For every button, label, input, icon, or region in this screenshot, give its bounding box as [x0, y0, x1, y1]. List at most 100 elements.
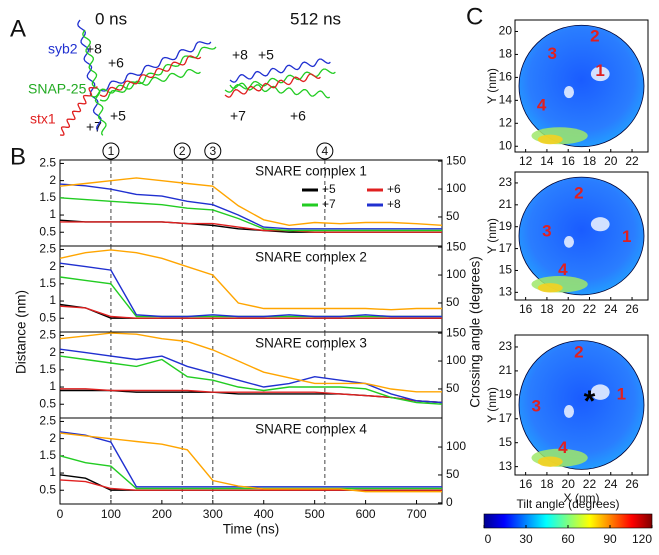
x-tick-label: 16: [562, 154, 576, 168]
plot-frame: [59, 245, 443, 333]
y2-tick-label: 0: [446, 495, 453, 509]
map-frame: [514, 19, 649, 153]
x-tick-label: 0: [57, 507, 64, 521]
y-tick-label: 21: [499, 363, 513, 377]
map-blob: [518, 176, 645, 296]
x-tick-label: 22: [583, 302, 597, 316]
event-marker: [173, 142, 191, 160]
helix: [77, 19, 102, 131]
map-patch: [590, 66, 610, 82]
plot-frame: [59, 417, 443, 505]
y-tick-label: 2: [49, 259, 56, 273]
subplot-title: SNARE complex 1: [255, 164, 367, 179]
map-patch: [563, 86, 574, 99]
map-annotation: 3: [548, 44, 557, 63]
x-axis-label: X (nm): [564, 491, 600, 505]
y-tick-label: 13: [499, 285, 513, 299]
series-line: [59, 305, 442, 319]
plot-frame: [59, 159, 443, 247]
event-marker: [316, 142, 334, 160]
map-patch: [537, 134, 563, 145]
helix: [82, 29, 107, 136]
x-tick-label: 18: [540, 477, 554, 491]
time-label: 0 ns: [95, 9, 127, 28]
y-tick-label: 14: [499, 93, 513, 107]
map-annotation: 2: [574, 183, 583, 202]
series-line: [59, 355, 443, 405]
y-tick-label: 2: [49, 431, 56, 445]
map-blob: [518, 340, 645, 470]
subplot-title: SNARE complex 4: [255, 422, 367, 437]
y-tick-label: 2: [49, 173, 56, 187]
colorbar-tick-label: 30: [519, 532, 533, 546]
x-tick-label: 22: [583, 477, 597, 491]
helix: [224, 68, 336, 93]
layer-label: +5: [258, 47, 274, 63]
y-tick-label: 2: [49, 345, 56, 359]
layer-label: +7: [86, 119, 102, 135]
x-tick-label: 300: [203, 507, 223, 521]
y2-tick-label: 100: [446, 439, 466, 453]
y-tick-label: 23: [499, 339, 513, 353]
helix: [229, 82, 331, 99]
y2-tick-label: 50: [446, 209, 460, 223]
y-tick-label: 16: [499, 70, 513, 84]
map-patch: [590, 217, 610, 232]
series-line: [60, 221, 442, 233]
series-line: [59, 262, 442, 318]
y2-tick-label: 50: [446, 295, 460, 309]
x-tick-label: 12: [519, 154, 533, 168]
helix: [99, 46, 217, 102]
y-tick-label: 18: [499, 47, 513, 61]
y-tick-label: 1: [49, 379, 56, 393]
event-label: 4: [322, 144, 329, 158]
y2-tick-label: 150: [446, 239, 466, 253]
y-tick-label: 0.5: [39, 224, 56, 238]
panel-label: A: [10, 15, 26, 42]
y2-axis-label: Crossing angle (degrees): [468, 256, 483, 408]
map-patch: [537, 283, 563, 293]
series-line: [59, 432, 442, 493]
subplot-title: SNARE complex 3: [255, 336, 367, 351]
y-tick-label: 20: [499, 24, 513, 38]
colorbar-title: Tilt angle (degrees): [517, 497, 620, 511]
helix: [89, 68, 201, 98]
y-tick-label: 10: [499, 138, 513, 152]
x-tick-label: 500: [305, 507, 325, 521]
helix: [99, 41, 212, 92]
y-axis-label: Distance (nm): [14, 290, 29, 374]
y-axis-label: Y (nm): [485, 387, 499, 423]
map-patch: [537, 456, 563, 467]
helix: [99, 55, 202, 98]
series-line: [59, 479, 442, 491]
time-label: 512 ns: [290, 9, 341, 28]
legend-label: +6: [387, 182, 401, 196]
series-line: [59, 177, 443, 227]
y-tick-label: 1: [49, 465, 56, 479]
helix-label: syb2: [48, 41, 78, 57]
helix: [59, 86, 98, 136]
helix: [224, 73, 321, 98]
y-axis-label: Y (nm): [485, 68, 499, 104]
colorbar-tick-label: 120: [632, 532, 652, 546]
series-line: [60, 388, 443, 404]
subplot-title: SNARE complex 2: [255, 250, 367, 265]
x-tick-label: 18: [540, 302, 554, 316]
colorbar-tick-label: 0: [485, 532, 492, 546]
map-annotation: 2: [590, 27, 599, 46]
y2-tick-label: 50: [446, 467, 460, 481]
helix-label: SNAP-25: [28, 81, 87, 97]
y-tick-label: 1.5: [39, 276, 56, 290]
y-tick-label: 1.5: [39, 190, 56, 204]
series-line: [59, 455, 442, 490]
x-tick-label: 26: [625, 477, 639, 491]
x-tick-label: 20: [562, 302, 576, 316]
x-tick-label: 400: [254, 507, 274, 521]
panel-label: B: [10, 143, 26, 170]
series-line: [59, 276, 442, 318]
layer-label: +6: [108, 55, 124, 71]
x-tick-label: 600: [356, 507, 376, 521]
y-tick-label: 1: [49, 207, 56, 221]
map-patch: [563, 236, 574, 248]
